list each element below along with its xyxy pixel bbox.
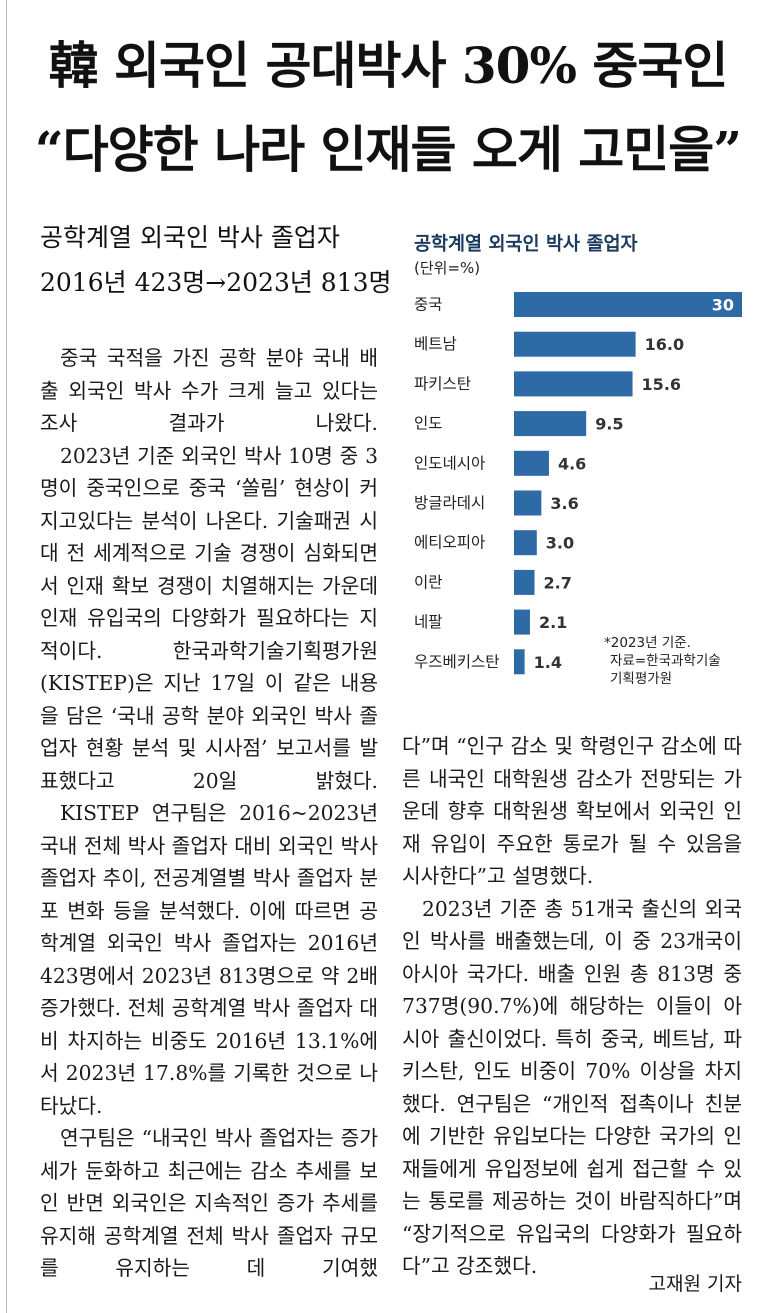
category-label: 네팔 xyxy=(414,613,443,631)
bar xyxy=(514,411,587,437)
chart-note-line-1: *2023년 기준. xyxy=(604,635,691,651)
category-label: 우즈베키스탄 xyxy=(414,653,500,671)
bar xyxy=(514,569,535,595)
subheadline-line-1: 공학계열 외국인 박사 졸업자 xyxy=(40,223,340,252)
value-label: 2.7 xyxy=(544,573,572,592)
category-label: 이란 xyxy=(414,573,443,591)
left-column-rule xyxy=(6,0,7,1313)
headline-line-2: “다양한 나라 인재들 오게 고민을” xyxy=(34,120,742,179)
article-paragraph: 중국 국적을 가진 공학 분야 국내 배출 외국인 박사 수가 크게 늘고 있다… xyxy=(40,346,378,435)
value-label: 4.6 xyxy=(558,454,586,473)
article-left-column: 중국 국적을 가진 공학 분야 국내 배출 외국인 박사 수가 크게 늘고 있다… xyxy=(40,342,378,1285)
article-paragraph: 연구팀은 “내국인 박사 졸업자는 증가세가 둔화하고 최근에는 감소 추세를 … xyxy=(40,1126,378,1280)
byline: 고재원 기자 xyxy=(648,1273,742,1295)
category-label: 베트남 xyxy=(414,335,457,353)
category-label: 에티오피아 xyxy=(414,534,485,552)
bar-chart: 공학계열 외국인 박사 졸업자 (단위=%) 중국 30 베트남 16.0 파키스탄 15… xyxy=(400,222,776,692)
chart-title: 공학계열 외국인 박사 졸업자 xyxy=(414,234,638,255)
article-right-column: 다”며 “인구 감소 및 학령인구 감소에 따른 내국인 대학원생 감소가 전망… xyxy=(402,730,742,1283)
category-label: 인도네시아 xyxy=(414,454,485,472)
value-label: 3.0 xyxy=(546,534,574,553)
bar xyxy=(514,331,636,357)
article-paragraph: 2023년 기준 외국인 박사 10명 중 3명이 중국인으로 중국 ‘쏠림’ … xyxy=(40,443,378,793)
chart-plot: 중국 30 베트남 16.0 파키스탄 15.6 인도 9.5 인도네시아 4.6 방글라데시 3.6… xyxy=(414,292,742,675)
chart-note-line-2: 자료=한국과학기술 xyxy=(610,653,721,669)
headline-line-1: 韓 외국인 공대박사 30% 중국인 xyxy=(48,36,729,95)
value-label: 1.4 xyxy=(534,653,562,672)
category-label: 방글라데시 xyxy=(414,494,485,512)
chart-note-line-3: 기획평가원 xyxy=(610,671,673,687)
bar xyxy=(514,649,525,675)
category-label: 중국 xyxy=(414,296,443,314)
category-label: 인도 xyxy=(414,415,443,433)
bar xyxy=(514,490,542,516)
bar xyxy=(514,450,549,476)
value-label: 3.6 xyxy=(550,494,578,513)
subheadline-line-2: 2016년 423명→2023년 813명 xyxy=(40,268,392,297)
value-label: 16.0 xyxy=(645,335,684,354)
article-paragraph: KISTEP 연구팀은 2016~2023년 국내 전체 박사 졸업자 대비 외… xyxy=(40,801,378,1118)
article-paragraph: 2023년 기준 총 51개국 출신의 외국인 박사를 배출했는데, 이 중 2… xyxy=(402,896,742,1279)
bar xyxy=(514,530,537,556)
article-paragraph: 다”며 “인구 감소 및 학령인구 감소에 따른 내국인 대학원생 감소가 전망… xyxy=(402,734,742,888)
bar xyxy=(514,292,742,317)
bar xyxy=(514,609,530,635)
chart-unit: (단위=%) xyxy=(414,259,481,277)
value-label: 9.5 xyxy=(595,415,623,434)
value-label: 15.6 xyxy=(642,375,681,394)
chart-source-note: *2023년 기준. 자료=한국과학기술 기획평가원 xyxy=(604,634,721,688)
category-label: 파키스탄 xyxy=(414,375,471,393)
value-label: 30 xyxy=(712,296,734,315)
bar xyxy=(514,371,633,397)
value-label: 2.1 xyxy=(539,613,567,632)
